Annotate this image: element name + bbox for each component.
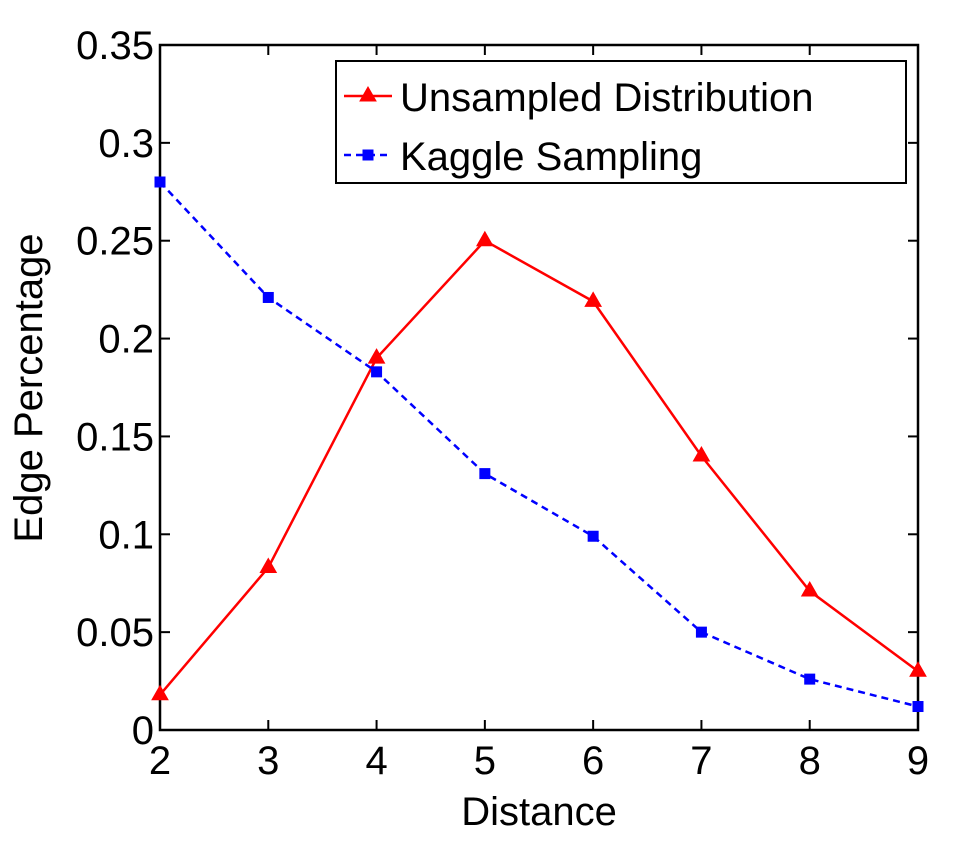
data-point-unsampled-distribution (584, 291, 603, 307)
x-tick-label: 3 (257, 739, 279, 783)
x-tick-label: 9 (907, 739, 929, 783)
data-point-kaggle-sampling (912, 701, 924, 713)
x-tick-label: 5 (474, 739, 496, 783)
legend-marker-kaggle (362, 149, 374, 161)
x-tick-label: 8 (799, 739, 821, 783)
data-point-kaggle-sampling (262, 291, 274, 303)
data-point-unsampled-distribution (692, 445, 711, 462)
data-point-unsampled-distribution (909, 661, 927, 677)
y-tick-label: 0.05 (76, 611, 154, 655)
series-markers (151, 176, 927, 713)
y-tick-label: 0.1 (98, 513, 154, 557)
x-axis-label: Distance (461, 790, 617, 834)
y-tick-label: 0.2 (98, 318, 154, 362)
series-line-kaggle-sampling (159, 181, 919, 708)
x-tick-label: 7 (690, 739, 712, 783)
data-point-kaggle-sampling (371, 366, 383, 378)
legend-box (335, 60, 907, 184)
data-point-kaggle-sampling (479, 468, 491, 480)
y-tick-label: 0 (132, 709, 154, 753)
data-point-unsampled-distribution (475, 230, 494, 247)
axis-ticks: 2 3 4 5 6 7 8 9 0 0.05 0.1 0.15 0.2 0.25 0.3 0.35 (76, 24, 929, 783)
data-point-unsampled-distribution (800, 581, 819, 597)
y-tick-label: 0.3 (98, 122, 154, 166)
data-point-unsampled-distribution (259, 557, 278, 574)
legend: Unsampled Distribution Kaggle Sampling (335, 60, 907, 184)
x-tick-label: 6 (582, 739, 604, 783)
x-tick-label: 2 (149, 739, 171, 783)
data-point-unsampled-distribution (151, 684, 169, 701)
x-tick-label: 4 (365, 739, 387, 783)
legend-label-kaggle: Kaggle Sampling (400, 135, 702, 179)
y-tick-label: 0.15 (76, 415, 154, 459)
legend-label-unsampled: Unsampled Distribution (400, 76, 814, 120)
data-point-kaggle-sampling (154, 176, 166, 188)
data-point-kaggle-sampling (804, 673, 816, 685)
series-line-unsampled-distribution (159, 239, 919, 696)
data-point-kaggle-sampling (695, 626, 707, 638)
y-tick-label: 0.25 (76, 220, 154, 264)
data-point-kaggle-sampling (587, 530, 599, 542)
y-tick-label: 0.35 (76, 24, 154, 68)
data-point-unsampled-distribution (367, 348, 386, 364)
legend-marker-unsampled (359, 85, 377, 102)
y-axis-label: Edge Percentage (7, 233, 51, 542)
series-lines (159, 181, 919, 708)
